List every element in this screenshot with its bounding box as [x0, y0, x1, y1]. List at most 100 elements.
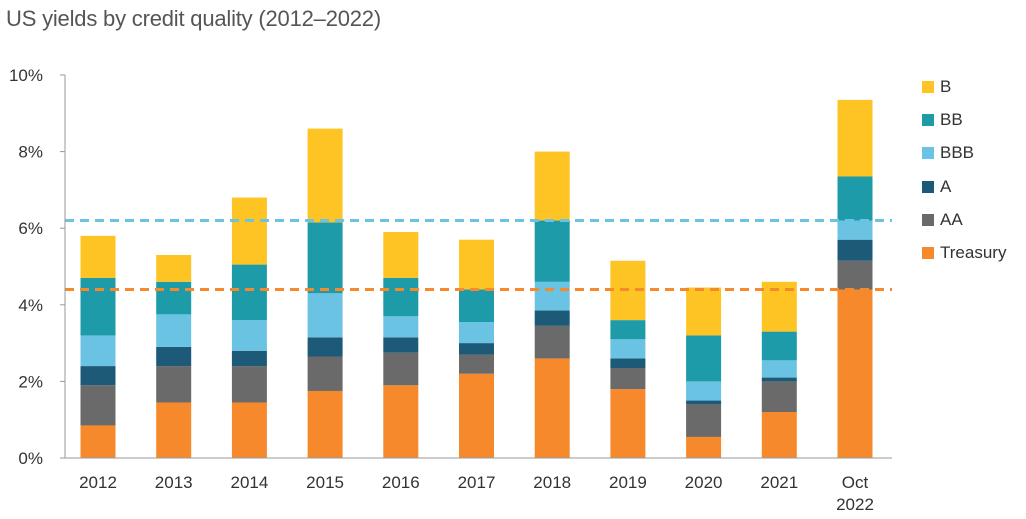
bar-segment-a-7 — [610, 358, 646, 368]
legend-item-treasury: Treasury — [922, 236, 1006, 269]
legend-swatch — [922, 180, 934, 193]
bar-segment-treasury-10 — [837, 289, 873, 458]
bar-segment-treasury-0 — [80, 425, 116, 458]
legend-swatch — [922, 147, 934, 160]
bar-segment-treasury-8 — [686, 436, 722, 458]
bar-segment-bb-9 — [761, 331, 797, 361]
x-tick-label: 2015 — [306, 473, 344, 492]
bar-segment-b-3 — [307, 128, 343, 223]
y-tick-label: 6% — [18, 219, 43, 238]
bar-segment-a-3 — [307, 337, 343, 357]
legend-label: B — [940, 76, 952, 96]
y-tick-label: 4% — [18, 296, 43, 315]
bar-segment-treasury-2 — [231, 402, 267, 458]
x-tick-label: 2017 — [458, 473, 496, 492]
legend-label: Treasury — [940, 243, 1007, 263]
bar-segment-a-0 — [80, 366, 116, 386]
bar-segment-treasury-6 — [534, 358, 570, 458]
legend-swatch — [922, 213, 934, 226]
x-tick-label: 2016 — [382, 473, 420, 492]
bar-segment-b-5 — [459, 239, 494, 290]
bars-layer — [80, 99, 873, 458]
bar-segment-aa-8 — [686, 404, 722, 437]
bar-segment-bbb-1 — [156, 314, 192, 347]
bar-segment-treasury-7 — [610, 389, 646, 458]
bar-segment-bb-10 — [837, 176, 873, 221]
bar-segment-bb-8 — [686, 335, 722, 382]
x-tick-label: 2012 — [79, 473, 117, 492]
legend-item-bb: BB — [922, 103, 1006, 136]
bar-segment-bbb-8 — [686, 381, 722, 401]
bar-segment-aa-1 — [156, 366, 192, 403]
bar-segment-aa-10 — [837, 260, 873, 290]
bar-segment-bb-2 — [231, 264, 267, 321]
bar-segment-b-10 — [837, 99, 873, 177]
x-tick-label: 2013 — [155, 473, 193, 492]
bar-segment-a-4 — [383, 337, 419, 353]
bar-segment-bbb-3 — [307, 293, 343, 338]
bar-segment-a-6 — [534, 310, 570, 326]
y-tick-label: 2% — [18, 372, 43, 391]
bar-segment-aa-9 — [761, 381, 797, 413]
x-tick-label: 2020 — [685, 473, 723, 492]
bar-segment-b-4 — [383, 232, 419, 278]
bar-segment-bbb-4 — [383, 316, 419, 338]
legend-swatch — [922, 247, 934, 260]
bar-segment-aa-2 — [231, 366, 267, 403]
bar-segment-a-5 — [459, 343, 494, 355]
y-tick-label: 0% — [18, 449, 43, 468]
x-tick-label: Oct 2022 — [836, 473, 874, 514]
legend-item-a: A — [922, 170, 1006, 203]
bar-segment-aa-7 — [610, 368, 646, 390]
bar-segment-bbb-7 — [610, 339, 646, 359]
bar-segment-a-8 — [686, 400, 722, 405]
bar-segment-bbb-2 — [231, 320, 267, 351]
bar-segment-aa-5 — [459, 354, 494, 374]
bar-segment-bb-1 — [156, 281, 192, 315]
y-tick-label: 10% — [9, 66, 43, 85]
bar-segment-bbb-10 — [837, 220, 873, 240]
bar-segment-aa-0 — [80, 385, 116, 426]
x-tick-label: 2018 — [533, 473, 571, 492]
axes-layer: 0% 2% 4% 6% 8% 10% 2012 2013 2014 2015 2016 2017 201… — [9, 66, 892, 514]
bar-segment-a-2 — [231, 350, 267, 367]
bar-segment-treasury-3 — [307, 390, 343, 458]
legend-item-b: B — [922, 70, 1006, 103]
bar-segment-bbb-9 — [761, 360, 797, 378]
x-tick-label: 2021 — [760, 473, 798, 492]
bar-segment-bb-7 — [610, 320, 646, 340]
bar-segment-bb-4 — [383, 277, 419, 317]
y-tick-label: 8% — [18, 143, 43, 162]
bar-segment-b-2 — [231, 197, 267, 265]
x-tick-label: 2014 — [230, 473, 268, 492]
bar-segment-a-1 — [156, 346, 192, 367]
bar-segment-bb-5 — [459, 289, 494, 323]
legend-item-bbb: BBB — [922, 137, 1006, 170]
legend-label: BB — [940, 109, 963, 129]
legend-label: AA — [940, 209, 963, 229]
bar-segment-aa-3 — [307, 356, 343, 391]
legend-swatch — [922, 113, 934, 126]
bar-segment-bb-3 — [307, 222, 343, 294]
legend-swatch — [922, 80, 934, 93]
bar-segment-bbb-5 — [459, 322, 494, 344]
bar-segment-bb-6 — [534, 220, 570, 282]
bar-segment-treasury-4 — [383, 385, 419, 458]
legend-label: BBB — [940, 143, 975, 163]
bar-segment-b-8 — [686, 287, 722, 336]
bar-segment-treasury-9 — [761, 412, 797, 458]
bar-segment-aa-4 — [383, 352, 419, 386]
legend-label: A — [940, 176, 952, 196]
bar-segment-b-1 — [156, 255, 192, 282]
bar-segment-bbb-0 — [80, 335, 116, 367]
reference-lines-layer — [65, 219, 892, 291]
bar-segment-b-6 — [534, 151, 570, 221]
bar-segment-bb-0 — [80, 277, 116, 336]
x-tick-label: 2019 — [609, 473, 647, 492]
bar-segment-a-9 — [761, 377, 797, 382]
bar-segment-a-10 — [837, 239, 873, 261]
bar-segment-b-0 — [80, 235, 116, 278]
legend: B BB BBB A AA Treasury — [922, 70, 1006, 270]
chart-title: US yields by credit quality (2012–2022) — [6, 6, 381, 31]
